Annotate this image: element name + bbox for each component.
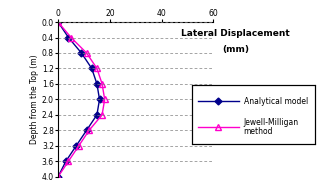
Analytical model [64,160,68,162]
Analytical model [85,129,89,131]
Text: (mm): (mm) [222,45,249,54]
Text: Jewell-Milligan: Jewell-Milligan [244,118,299,127]
Jewell-Milligan
method [56,176,60,178]
Analytical model [95,83,99,85]
Analytical model [56,21,60,23]
Text: method: method [244,127,273,136]
Jewell-Milligan
method [56,21,60,23]
Jewell-Milligan
method [69,36,73,39]
Jewell-Milligan
method [103,98,107,100]
Jewell-Milligan
method [100,114,104,116]
Jewell-Milligan
method [67,160,70,162]
Analytical model [74,145,78,147]
Analytical model [79,52,83,54]
Y-axis label: Depth from the Top (m): Depth from the Top (m) [30,54,39,144]
Line: Analytical model: Analytical model [56,20,102,179]
Text: Lateral Displacement: Lateral Displacement [182,29,290,38]
Jewell-Milligan
method [87,129,91,131]
Analytical model [56,176,60,178]
Jewell-Milligan
method [95,67,99,70]
Analytical model [67,36,70,39]
Analytical model [90,67,94,70]
Jewell-Milligan
method [100,83,104,85]
Jewell-Milligan
method [85,52,89,54]
Analytical model [95,114,99,116]
Line: Jewell-Milligan
method: Jewell-Milligan method [55,19,108,179]
Text: Analytical model: Analytical model [244,97,308,106]
Analytical model [98,98,101,100]
Jewell-Milligan
method [77,145,81,147]
